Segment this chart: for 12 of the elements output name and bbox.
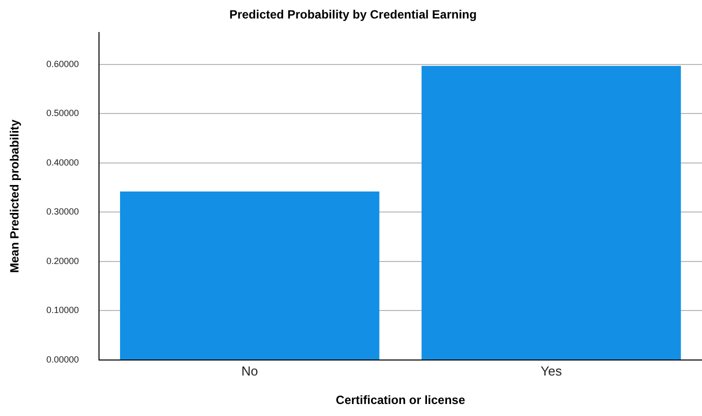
y-tick-label: 0.40000 xyxy=(46,157,79,168)
y-tick-label: 0.10000 xyxy=(46,305,79,316)
x-axis-title: Certification or license xyxy=(336,393,466,408)
y-tick-label: 0.50000 xyxy=(46,108,79,118)
y-tick-label: 0.20000 xyxy=(46,256,79,266)
y-axis-title: Mean Predicted probability xyxy=(8,119,22,273)
x-tick-label: No xyxy=(241,363,258,378)
chart-title: Predicted Probability by Credential Earning xyxy=(229,8,477,22)
y-tick-label: 0.60000 xyxy=(46,58,79,69)
x-tick-label: Yes xyxy=(540,363,562,378)
y-tick-label: 0.30000 xyxy=(46,206,79,217)
y-tick-label: 0.00000 xyxy=(46,354,79,364)
